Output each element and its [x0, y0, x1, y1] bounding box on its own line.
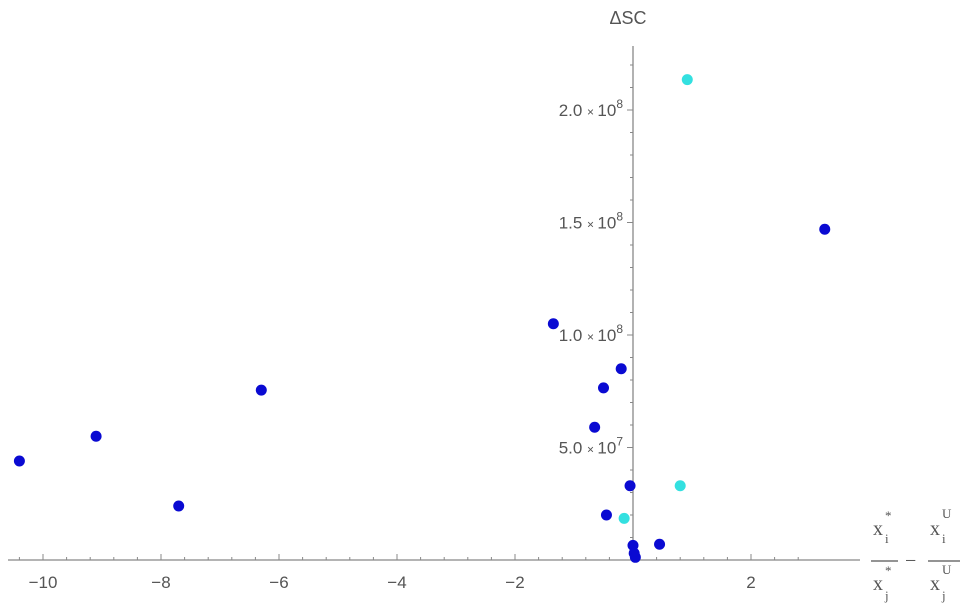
data-point-blue [173, 500, 185, 512]
data-point-blue [615, 363, 627, 375]
data-point-cyan [681, 74, 693, 86]
y-axis-ticks: 5.0 × 107 1.0 × 108 1.5 × 108 2.0 × 108 [559, 64, 633, 538]
data-point-blue [624, 480, 636, 492]
x-tick-label: −8 [151, 573, 170, 592]
x-title-den-left-sup: * [885, 563, 892, 578]
data-point-blue [589, 421, 601, 433]
data-points [13, 74, 831, 563]
x-title-minus: − [905, 550, 916, 572]
x-title-num-left-sub: i [885, 531, 889, 546]
data-point-blue [600, 509, 612, 521]
x-tick-label: −4 [387, 573, 406, 592]
x-title-den-right-sup: U [942, 562, 952, 577]
x-tick-label: −6 [269, 573, 288, 592]
x-title-num-right-sub: i [942, 531, 946, 546]
data-point-blue [819, 223, 831, 235]
data-point-blue [547, 318, 559, 330]
data-point-blue [13, 455, 25, 467]
y-axis-title: ΔSC [609, 8, 646, 28]
x-title-num-right: x [930, 518, 940, 540]
x-title-num-right-sup: U [942, 506, 952, 521]
x-title-num-left-sup: * [885, 508, 892, 523]
data-point-blue [629, 551, 641, 563]
x-tick-label: −10 [29, 573, 58, 592]
y-tick-label: 5.0 × 107 [559, 435, 624, 458]
x-title-den-right-sub: j [941, 588, 946, 603]
x-axis-title: x * i x * j − x U i x U j [871, 506, 960, 603]
data-point-blue [255, 384, 267, 396]
x-axis-ticks: −10 −8 −6 −4 −2 2 [18, 554, 799, 592]
y-tick-label: 1.5 × 108 [559, 210, 624, 233]
y-tick-label: 2.0 × 108 [559, 97, 624, 120]
x-title-den-left-sub: j [884, 588, 889, 603]
x-tick-label: 2 [746, 573, 755, 592]
data-point-blue [90, 430, 102, 442]
data-point-blue [654, 538, 666, 550]
x-title-num-left: x [873, 518, 883, 540]
data-point-cyan [618, 512, 630, 524]
data-point-cyan [674, 480, 686, 492]
data-point-blue [598, 382, 609, 394]
x-title-den-left: x [873, 573, 883, 595]
y-tick-label: 1.0 × 108 [559, 322, 624, 345]
axes [8, 46, 860, 561]
x-tick-label: −2 [505, 573, 524, 592]
x-title-den-right: x [930, 573, 940, 595]
